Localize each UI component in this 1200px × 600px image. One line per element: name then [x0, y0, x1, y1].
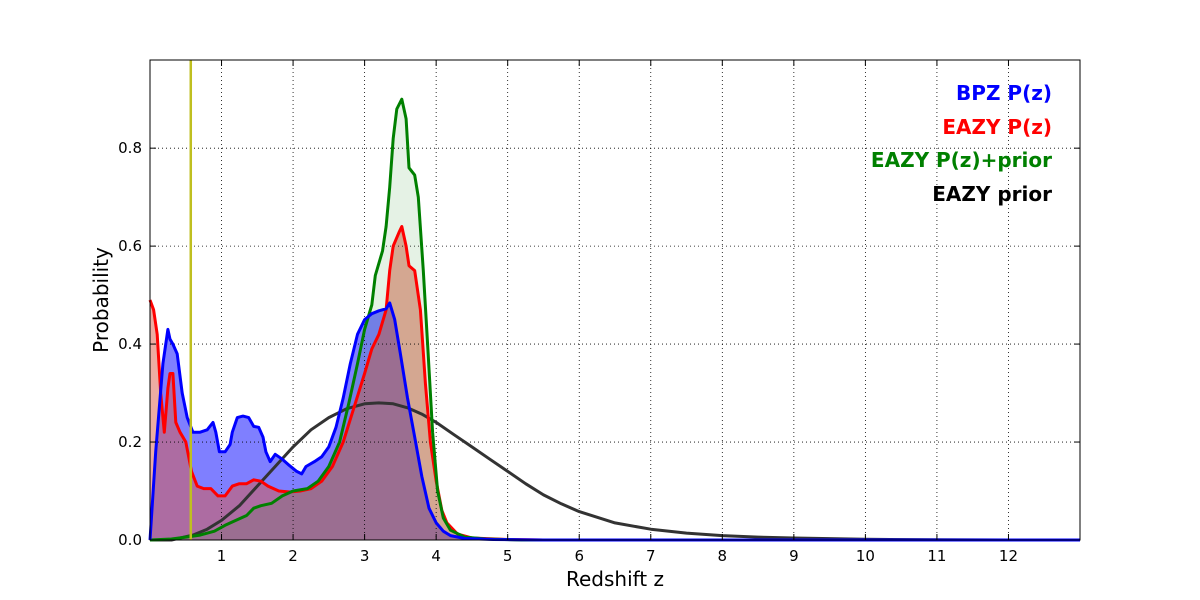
x-tick-label-11: 12 — [999, 547, 1018, 565]
x-tick-label-1: 2 — [288, 547, 298, 565]
x-tick-label-7: 8 — [718, 547, 728, 565]
legend-entry-bpz: BPZ P(z) — [956, 81, 1052, 105]
legend-entry-eazy-prior: EAZY prior — [932, 182, 1052, 206]
x-axis-ticks: 1 2 3 4 5 6 7 8 9 10 11 12 — [217, 60, 1018, 565]
series-lines — [148, 97, 1080, 542]
x-tick-label-5: 6 — [574, 547, 584, 565]
x-tick-label-0: 1 — [217, 547, 227, 565]
y-axis-title: Probability — [89, 247, 113, 353]
series-line-1 — [148, 225, 1080, 542]
y-tick-label-4: 0.8 — [118, 139, 142, 157]
legend-entry-eazy: EAZY P(z) — [942, 115, 1052, 139]
y-axis-ticks: 0.0 0.2 0.4 0.6 0.8 — [118, 139, 1080, 549]
series-fills — [150, 99, 1080, 540]
x-tick-label-4: 5 — [503, 547, 513, 565]
x-tick-label-3: 4 — [431, 547, 441, 565]
series-line-0 — [148, 301, 1080, 542]
y-tick-label-2: 0.4 — [118, 335, 142, 353]
x-tick-label-2: 3 — [360, 547, 370, 565]
series-line-3 — [150, 401, 1080, 542]
x-tick-label-8: 9 — [789, 547, 799, 565]
x-tick-label-6: 7 — [646, 547, 656, 565]
x-axis-title: Redshift z — [566, 567, 664, 591]
x-tick-label-10: 11 — [927, 547, 946, 565]
series-line-2 — [149, 97, 1080, 542]
legend-entry-eazy-prior-combined: EAZY P(z)+prior — [871, 148, 1052, 172]
y-tick-label-3: 0.6 — [118, 237, 142, 255]
y-tick-label-1: 0.2 — [118, 433, 142, 451]
plot-frame — [149, 59, 1081, 541]
series-fill-1 — [150, 226, 1080, 540]
series-fill-2 — [150, 99, 1080, 540]
legend: BPZ P(z) EAZY P(z) EAZY P(z)+prior EAZY … — [871, 81, 1052, 206]
y-tick-label-0: 0.0 — [118, 531, 142, 549]
x-tick-label-9: 10 — [856, 547, 875, 565]
